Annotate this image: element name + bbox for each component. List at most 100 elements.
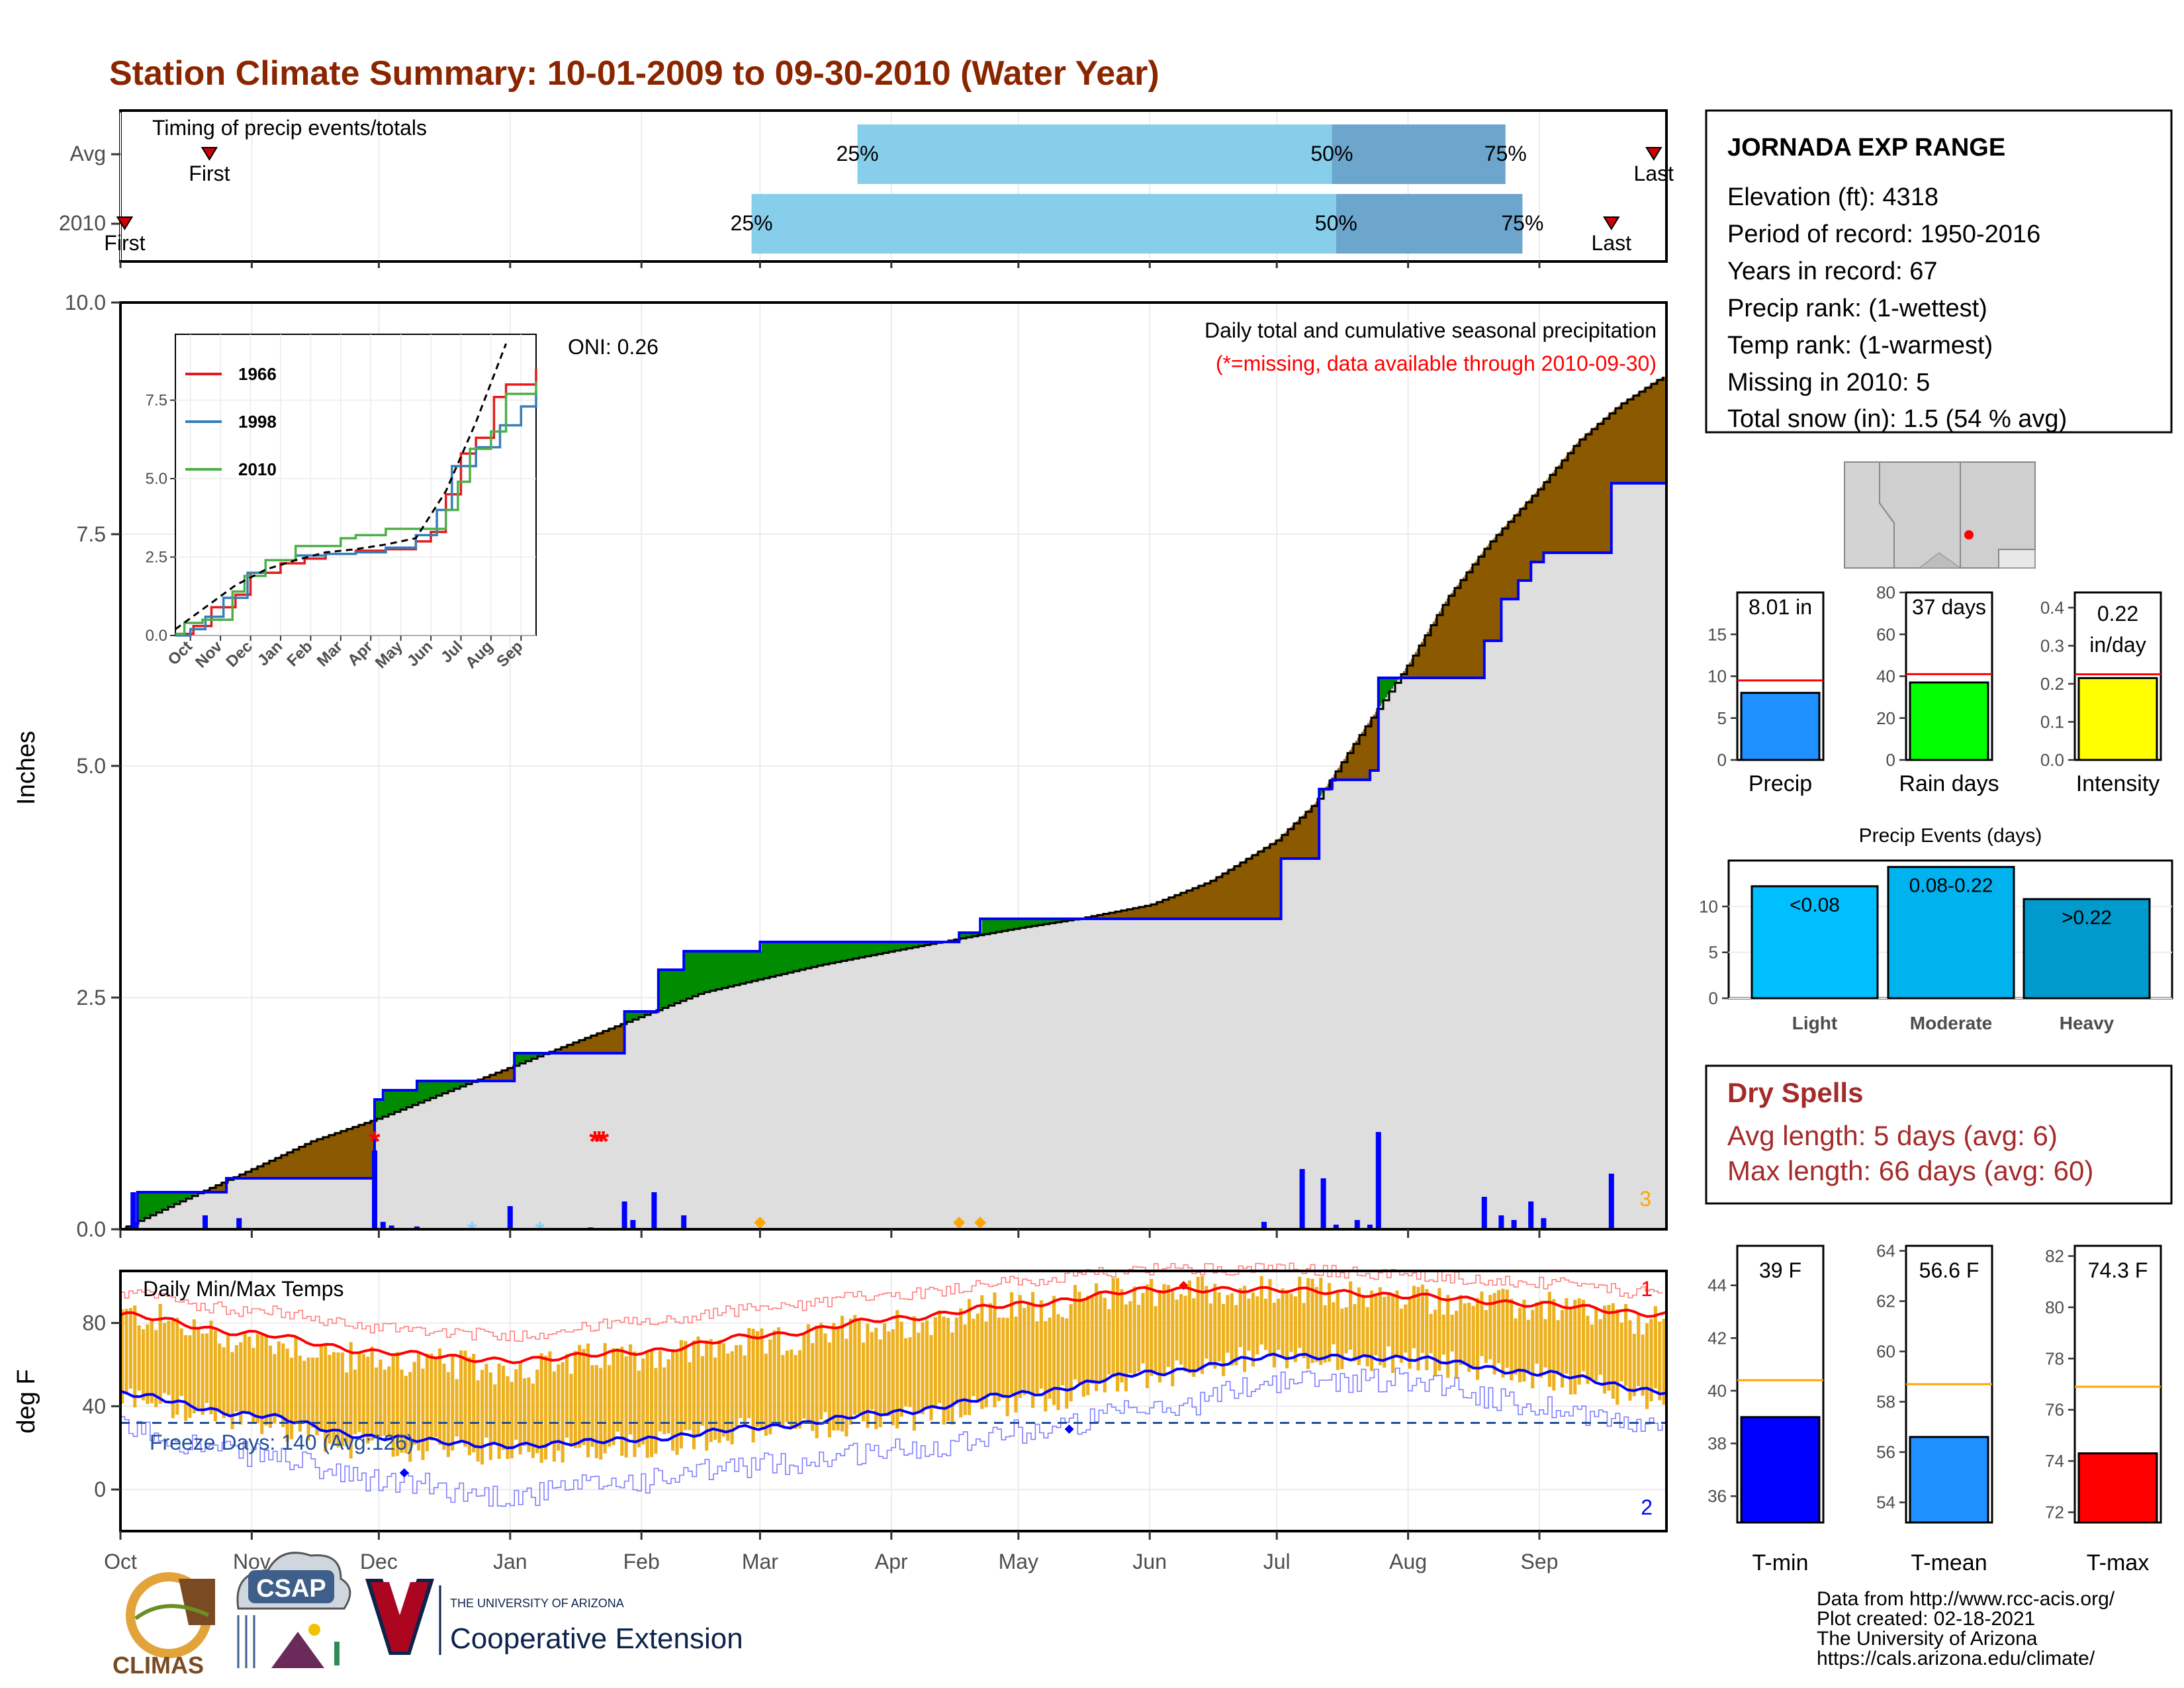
events-xtick-label: Heavy xyxy=(2060,1013,2115,1033)
stat-bar-fill xyxy=(1740,692,1821,761)
missing-data-marker: * xyxy=(369,1125,381,1158)
precip-ylabel: Inches xyxy=(13,731,40,805)
precip-panel: * **** * 0.02.55.07.510.0 Inches ONI: 0.26… xyxy=(13,291,1668,1244)
station-years: Years in record: 67 xyxy=(1727,258,1938,285)
station-precip-rank: Precip rank: (1-wettest) xyxy=(1727,295,1987,322)
month-xtick-label: Dec xyxy=(360,1550,398,1573)
missing-data-marker: * xyxy=(598,1125,610,1158)
oni-label: ONI: 0.26 xyxy=(568,335,659,359)
daily-precip-bar xyxy=(130,1192,136,1229)
climas-wordmark: CLIMAS xyxy=(113,1652,204,1679)
temp-stat-bar-t-min: 36 38 40 42 44 39 F T-min xyxy=(1707,1244,1825,1575)
temp-ytick-label: 40 xyxy=(82,1394,106,1418)
temp-stat-ytick: 56 xyxy=(1876,1442,1895,1462)
daily-precip-bar xyxy=(681,1215,687,1229)
daily-precip-bar xyxy=(1541,1218,1547,1229)
temp-panel-label: Daily Min/Max Temps xyxy=(143,1277,343,1301)
temp-stat-ytick: 72 xyxy=(2045,1503,2064,1523)
temp-stat-ytick: 42 xyxy=(1707,1328,1727,1348)
cumulative-2010-line xyxy=(120,482,1666,1231)
daily-precip-bar xyxy=(372,1150,377,1229)
events-bar-moderate xyxy=(1887,866,2015,1000)
station-info-box: JORNADA EXP RANGE Elevation (ft): 4318 P… xyxy=(1705,109,2173,434)
credit-data-source: Data from http://www.rcc-acis.org/ xyxy=(1817,1588,2115,1610)
timing-bar-25-50-Avg xyxy=(857,124,1332,184)
temp-ytick-label: 0 xyxy=(94,1477,106,1501)
csap-wordmark: CSAP xyxy=(256,1575,326,1603)
stat-bar-ytick: 0 xyxy=(1717,750,1727,770)
month-xtick-label: Feb xyxy=(623,1550,660,1573)
missing-data-marker: * xyxy=(589,1125,601,1158)
first-event-label: First xyxy=(189,162,230,185)
temp-stat-ytick: 54 xyxy=(1876,1493,1895,1513)
stat-bar-ytick: 0.3 xyxy=(2040,636,2064,656)
timing-row-2010: 2010 xyxy=(59,211,106,235)
month-xtick-label: Apr xyxy=(875,1550,908,1573)
daily-precip-bar xyxy=(1299,1169,1305,1229)
daily-precip-bar xyxy=(1354,1220,1360,1229)
stat-bar-ytick: 60 xyxy=(1876,624,1895,644)
temp-stat-ytick: 78 xyxy=(2045,1348,2064,1368)
precip-ytick-label: 5.0 xyxy=(77,754,106,778)
temp-stat-ytick: 60 xyxy=(1876,1342,1895,1362)
inset-ytick-label: 5.0 xyxy=(146,470,167,488)
events-ytick: 5 xyxy=(1709,943,1718,962)
avg-max-line xyxy=(120,1286,1667,1364)
timing-bar-25-50-2010 xyxy=(751,194,1336,254)
events-bar-label: >0.22 xyxy=(2062,907,2112,929)
temp-stat-bar-fill xyxy=(1740,1416,1821,1524)
temp-stat-value-label: 56.6 F xyxy=(1919,1258,1979,1282)
temp-stat-bar-fill xyxy=(2077,1452,2158,1524)
temp-stat-ytick: 36 xyxy=(1707,1486,1727,1506)
temp-stat-bar-t-mean: 54 56 58 60 62 64 56.6 F T-mean xyxy=(1876,1241,1993,1575)
month-xtick-label: Jan xyxy=(493,1550,527,1573)
temp-stat-ytick: 62 xyxy=(1876,1291,1895,1311)
extreme-temp-marker xyxy=(1179,1281,1189,1291)
stat-bar-value-label: 0.22 xyxy=(2097,602,2138,626)
timing-q75-label: 75% xyxy=(1501,211,1543,235)
month-xtick-label: Oct xyxy=(104,1550,137,1573)
csap-logo: CSAP xyxy=(236,1552,351,1668)
stat-bar-ytick: 20 xyxy=(1876,708,1895,728)
credits: Data from http://www.rcc-acis.org/ Plot … xyxy=(1817,1588,2115,1669)
events-bar-heavy xyxy=(2023,898,2151,1000)
page-title: Station Climate Summary: 10-01-2009 to 0… xyxy=(109,54,1160,93)
stat-bar-rain-days: 0 20 40 60 80 37 days Rain days xyxy=(1876,583,1999,796)
daily-precip-bar xyxy=(236,1218,242,1229)
station-temp-rank: Temp rank: (1-warmest) xyxy=(1727,332,1993,359)
record-min-line xyxy=(120,1368,1663,1507)
extreme-temp-marker xyxy=(1064,1424,1074,1434)
temp-stat-ytick: 80 xyxy=(2045,1297,2064,1317)
inset-series-2010 xyxy=(175,381,537,635)
stat-bar-value-label: 8.01 in xyxy=(1749,595,1812,619)
stat-bar-precip: 0 5 10 15 8.01 in Precip xyxy=(1707,591,1825,796)
timing-label: Timing of precip events/totals xyxy=(152,116,427,140)
daily-precip-bar xyxy=(621,1201,627,1229)
daily-precip-bar xyxy=(1498,1215,1504,1229)
avg-cumulative-line xyxy=(120,377,1664,1231)
events-xtick-label: Light xyxy=(1792,1013,1837,1033)
month-xtick-label: Mar xyxy=(742,1550,778,1573)
temp-stat-name: T-max xyxy=(2087,1550,2149,1575)
missing-data-marker: * xyxy=(594,1125,606,1158)
inset-ytick-label: 0.0 xyxy=(146,627,167,645)
events-bar-label: <0.08 xyxy=(1790,894,1840,916)
dry-spells-title: Dry Spells xyxy=(1727,1077,1863,1108)
timing-q50-label: 50% xyxy=(1315,211,1357,235)
daily-precip-bar xyxy=(1528,1201,1534,1229)
precip-ytick-label: 10.0 xyxy=(65,291,106,314)
daily-precip-bar xyxy=(203,1215,208,1229)
avg-cumulative-area xyxy=(120,377,1666,1229)
temp-stat-ytick: 38 xyxy=(1707,1434,1727,1454)
temp-stat-ytick: 74 xyxy=(2045,1451,2064,1471)
credit-url: https://cals.arizona.edu/climate/ xyxy=(1817,1648,2095,1669)
precip-ytick-label: 0.0 xyxy=(77,1217,106,1241)
month-xtick-label: May xyxy=(999,1550,1038,1573)
temp-stat-bar-t-max: 72 74 76 78 80 82 74.3 F T-max xyxy=(2045,1244,2162,1575)
stat-bar-name: Precip xyxy=(1749,771,1812,796)
stat-bar-ytick: 10 xyxy=(1707,667,1727,686)
station-missing: Missing in 2010: 5 xyxy=(1727,369,1930,397)
precip-note: Daily total and cumulative seasonal prec… xyxy=(1205,318,1657,342)
inset-ytick-label: 7.5 xyxy=(146,392,167,410)
